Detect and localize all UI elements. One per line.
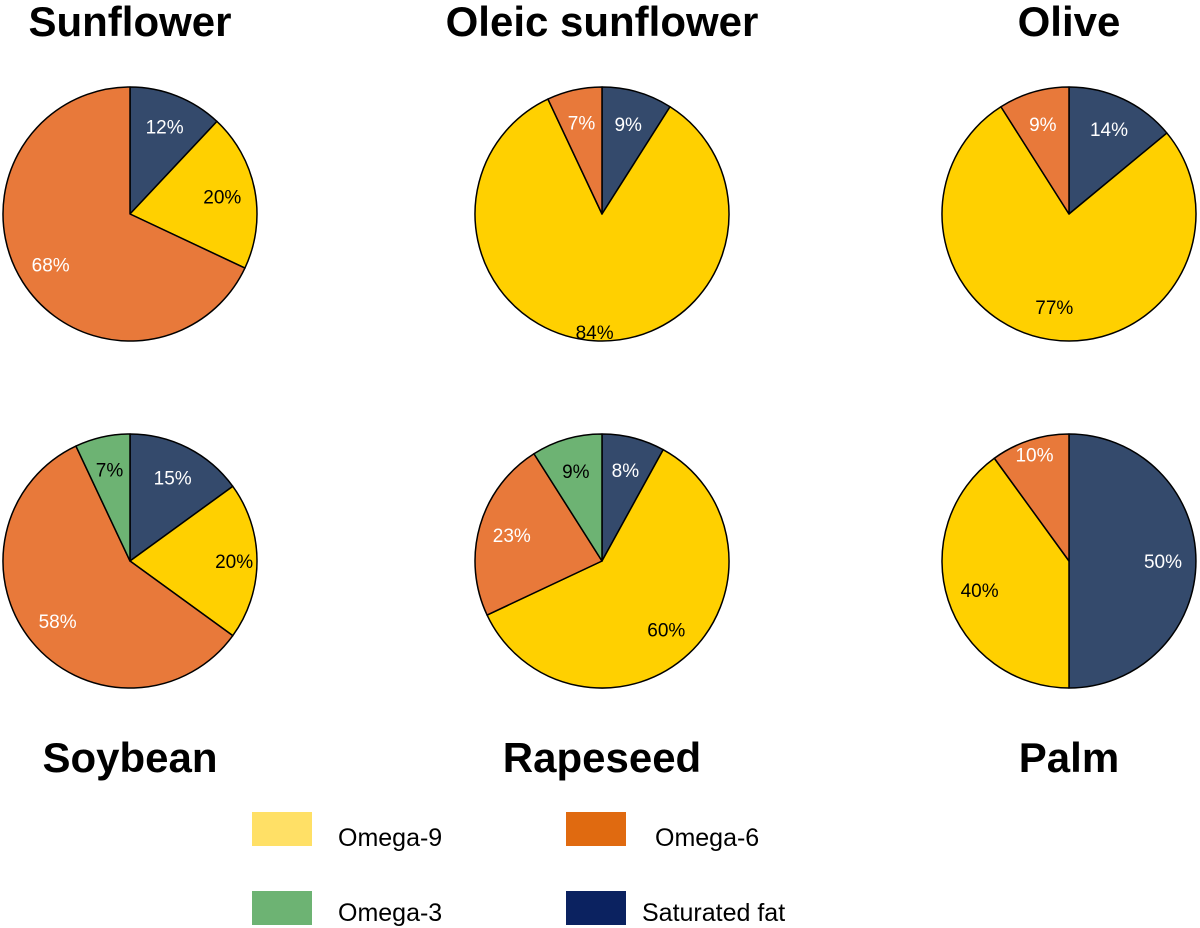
slice-label-oleic-sunflower-saturated: 9%: [614, 115, 642, 136]
slice-label-rapeseed-omega6: 23%: [493, 526, 531, 547]
slice-rapeseed-omega3: [533, 433, 603, 562]
slice-sunflower-omega6: [2, 86, 246, 342]
pie-charts: 12% 20% 68% 9% 84% 7% 14% 77% 9% 15% 20% 58% 7% 8% 60%…: [2, 86, 1197, 689]
legend-item-omega-3: Omega-3: [252, 891, 442, 927]
slice-rapeseed-omega6: [474, 453, 603, 616]
legend-item-omega-9: Omega-9: [252, 812, 442, 852]
slice-olive-saturated: [1068, 86, 1168, 215]
legend-swatch-omega-3: [252, 891, 312, 925]
slice-palm-omega6: [993, 433, 1070, 562]
pie-chart-olive: 14% 77% 9%: [941, 86, 1197, 342]
slice-label-oleic-sunflower-omega6: 7%: [568, 113, 596, 134]
slice-palm-saturated: [1068, 433, 1197, 689]
slice-soybean-omega3: [75, 433, 131, 562]
chart-title-oleic-sunflower: Oleic sunflower: [446, 0, 759, 45]
pie-chart-palm: 50% 40% 10%: [941, 433, 1197, 689]
slice-label-soybean-saturated: 15%: [154, 468, 192, 489]
legend-label-omega-6: Omega-6: [655, 824, 759, 852]
legend-label-omega-9: Omega-9: [338, 824, 442, 852]
chart-title-palm: Palm: [1019, 734, 1119, 781]
legend-item-saturated-fat: Saturated fat: [566, 891, 785, 927]
legend-label-saturated-fat: Saturated fat: [642, 899, 785, 927]
slice-label-soybean-omega3: 7%: [96, 460, 124, 481]
slice-label-olive-omega6: 9%: [1029, 115, 1057, 136]
slice-sunflower-omega9: [129, 120, 258, 269]
pie-chart-soybean: 15% 20% 58% 7%: [2, 433, 258, 689]
slice-label-olive-omega9: 77%: [1035, 298, 1073, 319]
pie-chart-sunflower: 12% 20% 68%: [2, 86, 258, 342]
chart-title-olive: Olive: [1018, 0, 1121, 45]
slice-palm-omega9: [941, 457, 1070, 689]
slice-label-rapeseed-omega3: 9%: [562, 462, 590, 483]
slice-label-oleic-sunflower-omega9: 84%: [576, 323, 614, 344]
slice-oleic-sunflower-omega6: [547, 86, 603, 215]
slice-label-olive-saturated: 14%: [1090, 120, 1128, 141]
slice-olive-omega9: [941, 106, 1197, 342]
slice-label-palm-saturated: 50%: [1144, 552, 1182, 573]
legend-label-omega-3: Omega-3: [338, 899, 442, 927]
slice-label-palm-omega9: 40%: [961, 581, 999, 602]
legend-swatch-omega-9: [252, 812, 312, 846]
slice-sunflower-saturated: [129, 86, 218, 215]
slice-oleic-sunflower-omega9: [474, 98, 730, 342]
slice-olive-omega6: [1000, 86, 1070, 215]
chart-titles: Sunflower Oleic sunflower Olive Soybean Rape…: [28, 0, 1120, 781]
legend-item-omega-6: Omega-6: [566, 812, 759, 852]
legend-swatch-saturated-fat: [566, 891, 626, 925]
legend: Omega-9 Omega-6 Omega-3 Saturated fat: [252, 812, 785, 927]
slice-label-sunflower-omega9: 20%: [203, 187, 241, 208]
slice-soybean-saturated: [129, 433, 234, 562]
chart-title-sunflower: Sunflower: [28, 0, 231, 45]
slice-rapeseed-omega9: [486, 448, 730, 689]
slice-label-palm-omega6: 10%: [1015, 446, 1053, 467]
chart-title-soybean: Soybean: [42, 734, 217, 781]
slice-soybean-omega9: [129, 485, 258, 637]
slice-label-sunflower-saturated: 12%: [146, 118, 184, 139]
pie-chart-oleic-sunflower: 9% 84% 7%: [474, 86, 730, 344]
legend-swatch-omega-6: [566, 812, 626, 846]
pie-chart-rapeseed: 8% 60% 23% 9%: [474, 433, 730, 689]
slice-label-rapeseed-saturated: 8%: [612, 461, 640, 482]
slice-label-soybean-omega9: 20%: [215, 552, 253, 573]
slice-label-soybean-omega6: 58%: [39, 612, 77, 633]
slice-label-sunflower-omega6: 68%: [32, 255, 70, 276]
slice-soybean-omega6: [2, 445, 234, 689]
slice-label-rapeseed-omega9: 60%: [647, 621, 685, 642]
chart-title-rapeseed: Rapeseed: [503, 734, 701, 781]
